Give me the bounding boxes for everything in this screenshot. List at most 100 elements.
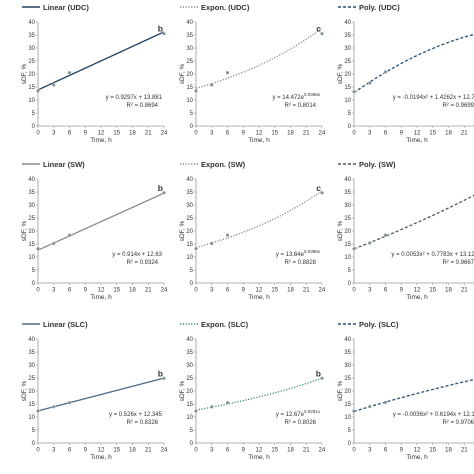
data-point — [225, 70, 230, 75]
y-tick-label: 10 — [28, 255, 35, 261]
x-tick-label: 3 — [210, 448, 214, 454]
y-axis-label: sDF, % — [21, 63, 28, 84]
y-tick-label: 10 — [344, 255, 351, 261]
y-tick-label: 0 — [32, 124, 36, 130]
y-tick-label: 25 — [344, 59, 351, 65]
data-point — [352, 246, 356, 251]
x-tick-label: 21 — [303, 288, 310, 294]
x-tick-label: 3 — [52, 131, 56, 137]
y-tick-label: 5 — [32, 268, 36, 274]
x-tick-label: 9 — [400, 448, 404, 454]
x-tick-label: 18 — [129, 131, 136, 137]
y-tick-label: 0 — [348, 441, 352, 447]
x-tick-label: 9 — [400, 131, 404, 137]
x-axis-label: Time, h — [90, 137, 112, 144]
y-tick-label: 5 — [348, 111, 352, 117]
y-axis-label: sDF, % — [337, 220, 344, 241]
y-axis-label: sDF, % — [337, 63, 344, 84]
y-tick-label: 40 — [28, 20, 35, 26]
data-point — [209, 405, 214, 409]
x-tick-label: 18 — [445, 288, 452, 294]
y-tick-label: 35 — [344, 350, 351, 356]
y-tick-label: 35 — [186, 190, 193, 196]
y-tick-label: 40 — [186, 20, 193, 26]
data-point — [67, 400, 72, 405]
x-tick-label: 15 — [113, 131, 120, 137]
x-tick-label: 0 — [352, 131, 356, 137]
chart-panel-sw-expon: Expon. (SW) 0 5 10 15 20 25 30 35 40 0 3 6 9 12 15 18 21 2… — [179, 160, 326, 301]
x-tick-label: 0 — [194, 288, 198, 294]
y-tick-label: 5 — [32, 428, 36, 434]
data-point — [367, 241, 372, 245]
x-axis-label: Time, h — [248, 137, 270, 144]
x-tick-label: 9 — [242, 288, 246, 294]
y-tick-label: 35 — [28, 350, 35, 356]
y-tick-label: 15 — [186, 402, 193, 408]
y-tick-label: 0 — [190, 281, 194, 287]
y-tick-label: 10 — [344, 415, 351, 421]
x-tick-label: 21 — [303, 131, 310, 137]
y-tick-label: 25 — [186, 376, 193, 382]
x-tick-label: 12 — [256, 131, 263, 137]
significance-letter: b — [158, 183, 163, 193]
x-tick-label: 18 — [129, 288, 136, 294]
x-axis-label: Time, h — [90, 454, 112, 461]
x-axis-label: Time, h — [248, 294, 270, 301]
y-tick-label: 15 — [186, 242, 193, 248]
y-tick-label: 40 — [344, 20, 351, 26]
x-axis-label: Time, h — [406, 454, 428, 461]
y-tick-label: 25 — [344, 216, 351, 222]
y-tick-label: 10 — [186, 415, 193, 421]
y-tick-label: 10 — [344, 98, 351, 104]
y-tick-label: 30 — [344, 203, 351, 209]
r-squared-label: R² = 0.8026 — [284, 420, 316, 426]
x-tick-label: 0 — [352, 288, 356, 294]
equation-exponent: 0.0398x — [304, 249, 321, 254]
x-tick-label: 24 — [161, 131, 168, 137]
y-axis-label: sDF, % — [179, 63, 186, 84]
x-tick-label: 21 — [145, 288, 152, 294]
x-tick-label: 12 — [256, 288, 263, 294]
significance-letter: b — [316, 368, 321, 378]
y-tick-label: 35 — [186, 33, 193, 39]
x-tick-label: 9 — [400, 288, 404, 294]
y-axis-label: sDF, % — [337, 380, 344, 401]
data-point — [51, 241, 56, 246]
equation-label: y = -0.0036x² + 0.6194x + 12.14 — [393, 412, 474, 418]
equation-base: y = 13.64e — [276, 252, 305, 258]
y-axis-label: sDF, % — [179, 220, 186, 241]
x-tick-label: 15 — [271, 448, 278, 454]
y-tick-label: 5 — [190, 111, 194, 117]
x-tick-label: 18 — [445, 448, 452, 454]
x-tick-label: 21 — [461, 131, 468, 137]
x-axis-label: Time, h — [248, 454, 270, 461]
y-tick-label: 10 — [186, 98, 193, 104]
data-point — [36, 89, 40, 93]
y-tick-label: 0 — [348, 281, 352, 287]
legend-label: Expon. (SW) — [201, 160, 246, 169]
x-tick-label: 0 — [194, 448, 198, 454]
data-point — [209, 241, 214, 246]
data-point — [162, 190, 166, 195]
x-tick-label: 21 — [145, 131, 152, 137]
y-tick-label: 25 — [28, 376, 35, 382]
y-tick-label: 15 — [28, 242, 35, 248]
equation-label: y = 13.64e0.0398x — [276, 249, 321, 258]
y-tick-label: 20 — [344, 389, 351, 395]
data-point — [367, 81, 372, 85]
y-tick-label: 30 — [28, 363, 35, 369]
x-tick-label: 12 — [98, 448, 105, 454]
y-tick-label: 20 — [186, 72, 193, 78]
y-tick-label: 40 — [186, 337, 193, 343]
chart-panel-udc-expon: Expon. (UDC) 0 5 10 15 20 25 30 35 40 0 3 6 9 12 15 18 21… — [179, 3, 326, 144]
y-tick-label: 30 — [186, 46, 193, 52]
x-tick-label: 0 — [36, 448, 40, 454]
y-tick-label: 30 — [344, 363, 351, 369]
trend-line — [37, 377, 165, 412]
y-tick-label: 25 — [344, 376, 351, 382]
x-tick-label: 6 — [384, 288, 388, 294]
x-tick-label: 12 — [98, 288, 105, 294]
x-tick-label: 24 — [319, 131, 326, 137]
y-tick-label: 5 — [32, 111, 36, 117]
x-tick-label: 3 — [368, 288, 372, 294]
